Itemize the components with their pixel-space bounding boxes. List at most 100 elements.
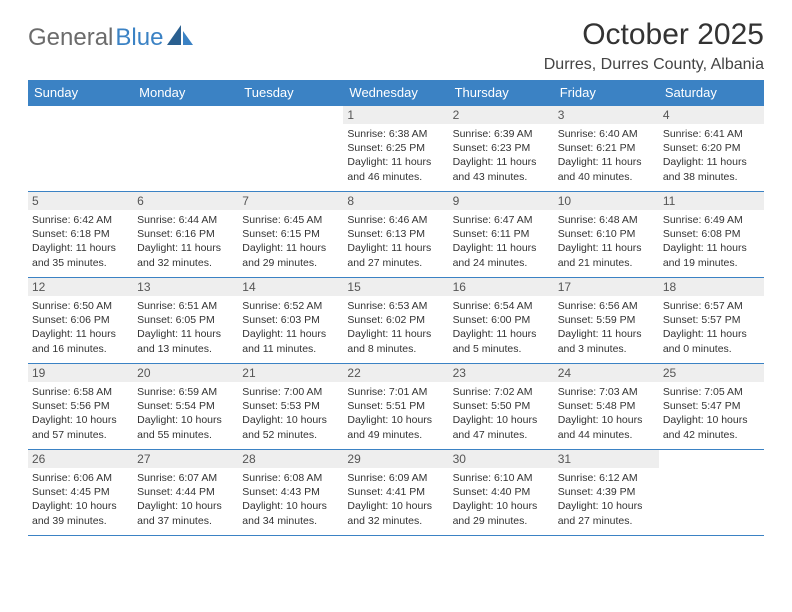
sunset-text: Sunset: 5:57 PM xyxy=(663,313,760,327)
sunrise-text: Sunrise: 6:10 AM xyxy=(453,471,550,485)
daylight-text-1: Daylight: 11 hours xyxy=(453,327,550,341)
calendar-cell: 21Sunrise: 7:00 AMSunset: 5:53 PMDayligh… xyxy=(238,364,343,450)
daylight-text-1: Daylight: 11 hours xyxy=(558,155,655,169)
daylight-text-2: and 55 minutes. xyxy=(137,428,234,442)
daylight-text-2: and 44 minutes. xyxy=(558,428,655,442)
daylight-text-2: and 27 minutes. xyxy=(558,514,655,528)
calendar-week: 1Sunrise: 6:38 AMSunset: 6:25 PMDaylight… xyxy=(28,106,764,192)
sunset-text: Sunset: 5:59 PM xyxy=(558,313,655,327)
daylight-text-1: Daylight: 10 hours xyxy=(558,499,655,513)
calendar-cell: 23Sunrise: 7:02 AMSunset: 5:50 PMDayligh… xyxy=(449,364,554,450)
day-header: Thursday xyxy=(449,80,554,106)
daylight-text-1: Daylight: 10 hours xyxy=(347,413,444,427)
calendar-week: 19 Sunrise: 6:58 AMSunset: 5:56 PMDayligh… xyxy=(28,364,764,450)
calendar-week: 26 Sunrise: 6:06 AMSunset: 4:45 PMDayligh… xyxy=(28,450,764,536)
sunset-text: Sunset: 6:25 PM xyxy=(347,141,444,155)
daylight-text-2: and 19 minutes. xyxy=(663,256,760,270)
daylight-text-1: Daylight: 10 hours xyxy=(32,499,129,513)
daylight-text-1: Daylight: 10 hours xyxy=(242,413,339,427)
calendar-cell: 13Sunrise: 6:51 AMSunset: 6:05 PMDayligh… xyxy=(133,278,238,364)
day-info: Sunrise: 6:51 AMSunset: 6:05 PMDaylight:… xyxy=(137,299,234,356)
calendar-cell: 12Sunrise: 6:50 AMSunset: 6:06 PMDayligh… xyxy=(28,278,133,364)
sunset-text: Sunset: 6:13 PM xyxy=(347,227,444,241)
day-info: Sunrise: 6:06 AMSunset: 4:45 PMDaylight:… xyxy=(32,471,129,528)
day-number: 27 xyxy=(133,450,238,468)
calendar-cell: 28 Sunrise: 6:08 AMSunset: 4:43 PMDayligh… xyxy=(238,450,343,536)
logo: GeneralBlue xyxy=(28,18,193,52)
day-number: 12 xyxy=(28,278,133,296)
calendar-cell: 2Sunrise: 6:39 AMSunset: 6:23 PMDaylight… xyxy=(449,106,554,192)
sunrise-text: Sunrise: 6:51 AM xyxy=(137,299,234,313)
daylight-text-1: Daylight: 10 hours xyxy=(558,413,655,427)
sunset-text: Sunset: 6:15 PM xyxy=(242,227,339,241)
daylight-text-1: Daylight: 10 hours xyxy=(453,413,550,427)
day-number: 26 xyxy=(28,450,133,468)
daylight-text-2: and 3 minutes. xyxy=(558,342,655,356)
sunset-text: Sunset: 6:11 PM xyxy=(453,227,550,241)
calendar-body: 1Sunrise: 6:38 AMSunset: 6:25 PMDaylight… xyxy=(28,106,764,536)
daylight-text-2: and 29 minutes. xyxy=(453,514,550,528)
day-number: 25 xyxy=(659,364,764,382)
day-info: Sunrise: 6:48 AMSunset: 6:10 PMDaylight:… xyxy=(558,213,655,270)
day-number: 10 xyxy=(554,192,659,210)
day-info: Sunrise: 7:05 AMSunset: 5:47 PMDaylight:… xyxy=(663,385,760,442)
daylight-text-1: Daylight: 10 hours xyxy=(347,499,444,513)
daylight-text-2: and 5 minutes. xyxy=(453,342,550,356)
location-text: Durres, Durres County, Albania xyxy=(544,56,764,74)
sunrise-text: Sunrise: 6:08 AM xyxy=(242,471,339,485)
day-number: 28 xyxy=(238,450,343,468)
daylight-text-1: Daylight: 11 hours xyxy=(663,327,760,341)
daylight-text-2: and 21 minutes. xyxy=(558,256,655,270)
day-info: Sunrise: 6:08 AMSunset: 4:43 PMDaylight:… xyxy=(242,471,339,528)
day-number: 1 xyxy=(343,106,448,124)
day-info: Sunrise: 6:58 AMSunset: 5:56 PMDaylight:… xyxy=(32,385,129,442)
logo-sail-icon xyxy=(167,25,193,52)
calendar-cell: 7Sunrise: 6:45 AMSunset: 6:15 PMDaylight… xyxy=(238,192,343,278)
daylight-text-1: Daylight: 11 hours xyxy=(32,327,129,341)
sunrise-text: Sunrise: 6:39 AM xyxy=(453,127,550,141)
calendar-cell xyxy=(28,106,133,192)
daylight-text-2: and 43 minutes. xyxy=(453,170,550,184)
day-number: 15 xyxy=(343,278,448,296)
sunset-text: Sunset: 5:48 PM xyxy=(558,399,655,413)
sunrise-text: Sunrise: 6:41 AM xyxy=(663,127,760,141)
sunrise-text: Sunrise: 6:49 AM xyxy=(663,213,760,227)
daylight-text-1: Daylight: 10 hours xyxy=(137,499,234,513)
day-number: 4 xyxy=(659,106,764,124)
day-info: Sunrise: 6:40 AMSunset: 6:21 PMDaylight:… xyxy=(558,127,655,184)
calendar-cell: 31Sunrise: 6:12 AMSunset: 4:39 PMDayligh… xyxy=(554,450,659,536)
daylight-text-2: and 27 minutes. xyxy=(347,256,444,270)
page-container: GeneralBlue October 2025 Durres, Durres … xyxy=(0,0,792,554)
daylight-text-1: Daylight: 11 hours xyxy=(453,155,550,169)
day-number: 30 xyxy=(449,450,554,468)
daylight-text-2: and 46 minutes. xyxy=(347,170,444,184)
day-number: 14 xyxy=(238,278,343,296)
calendar-week: 12Sunrise: 6:50 AMSunset: 6:06 PMDayligh… xyxy=(28,278,764,364)
calendar-cell: 27Sunrise: 6:07 AMSunset: 4:44 PMDayligh… xyxy=(133,450,238,536)
sunrise-text: Sunrise: 6:45 AM xyxy=(242,213,339,227)
day-number: 18 xyxy=(659,278,764,296)
daylight-text-1: Daylight: 11 hours xyxy=(242,241,339,255)
sunset-text: Sunset: 5:51 PM xyxy=(347,399,444,413)
daylight-text-1: Daylight: 11 hours xyxy=(663,241,760,255)
sunset-text: Sunset: 6:00 PM xyxy=(453,313,550,327)
daylight-text-2: and 35 minutes. xyxy=(32,256,129,270)
day-info: Sunrise: 6:12 AMSunset: 4:39 PMDaylight:… xyxy=(558,471,655,528)
day-number: 23 xyxy=(449,364,554,382)
header: GeneralBlue October 2025 Durres, Durres … xyxy=(28,18,764,74)
daylight-text-1: Daylight: 10 hours xyxy=(242,499,339,513)
calendar-cell: 29Sunrise: 6:09 AMSunset: 4:41 PMDayligh… xyxy=(343,450,448,536)
daylight-text-1: Daylight: 10 hours xyxy=(453,499,550,513)
day-number: 5 xyxy=(28,192,133,210)
daylight-text-2: and 32 minutes. xyxy=(347,514,444,528)
daylight-text-1: Daylight: 11 hours xyxy=(137,327,234,341)
day-info: Sunrise: 6:53 AMSunset: 6:02 PMDaylight:… xyxy=(347,299,444,356)
day-info: Sunrise: 6:46 AMSunset: 6:13 PMDaylight:… xyxy=(347,213,444,270)
day-number: 3 xyxy=(554,106,659,124)
day-number: 19 xyxy=(28,364,133,382)
calendar-cell xyxy=(659,450,764,536)
daylight-text-1: Daylight: 10 hours xyxy=(32,413,129,427)
daylight-text-2: and 42 minutes. xyxy=(663,428,760,442)
sunrise-text: Sunrise: 6:40 AM xyxy=(558,127,655,141)
calendar-cell: 26 Sunrise: 6:06 AMSunset: 4:45 PMDayligh… xyxy=(28,450,133,536)
